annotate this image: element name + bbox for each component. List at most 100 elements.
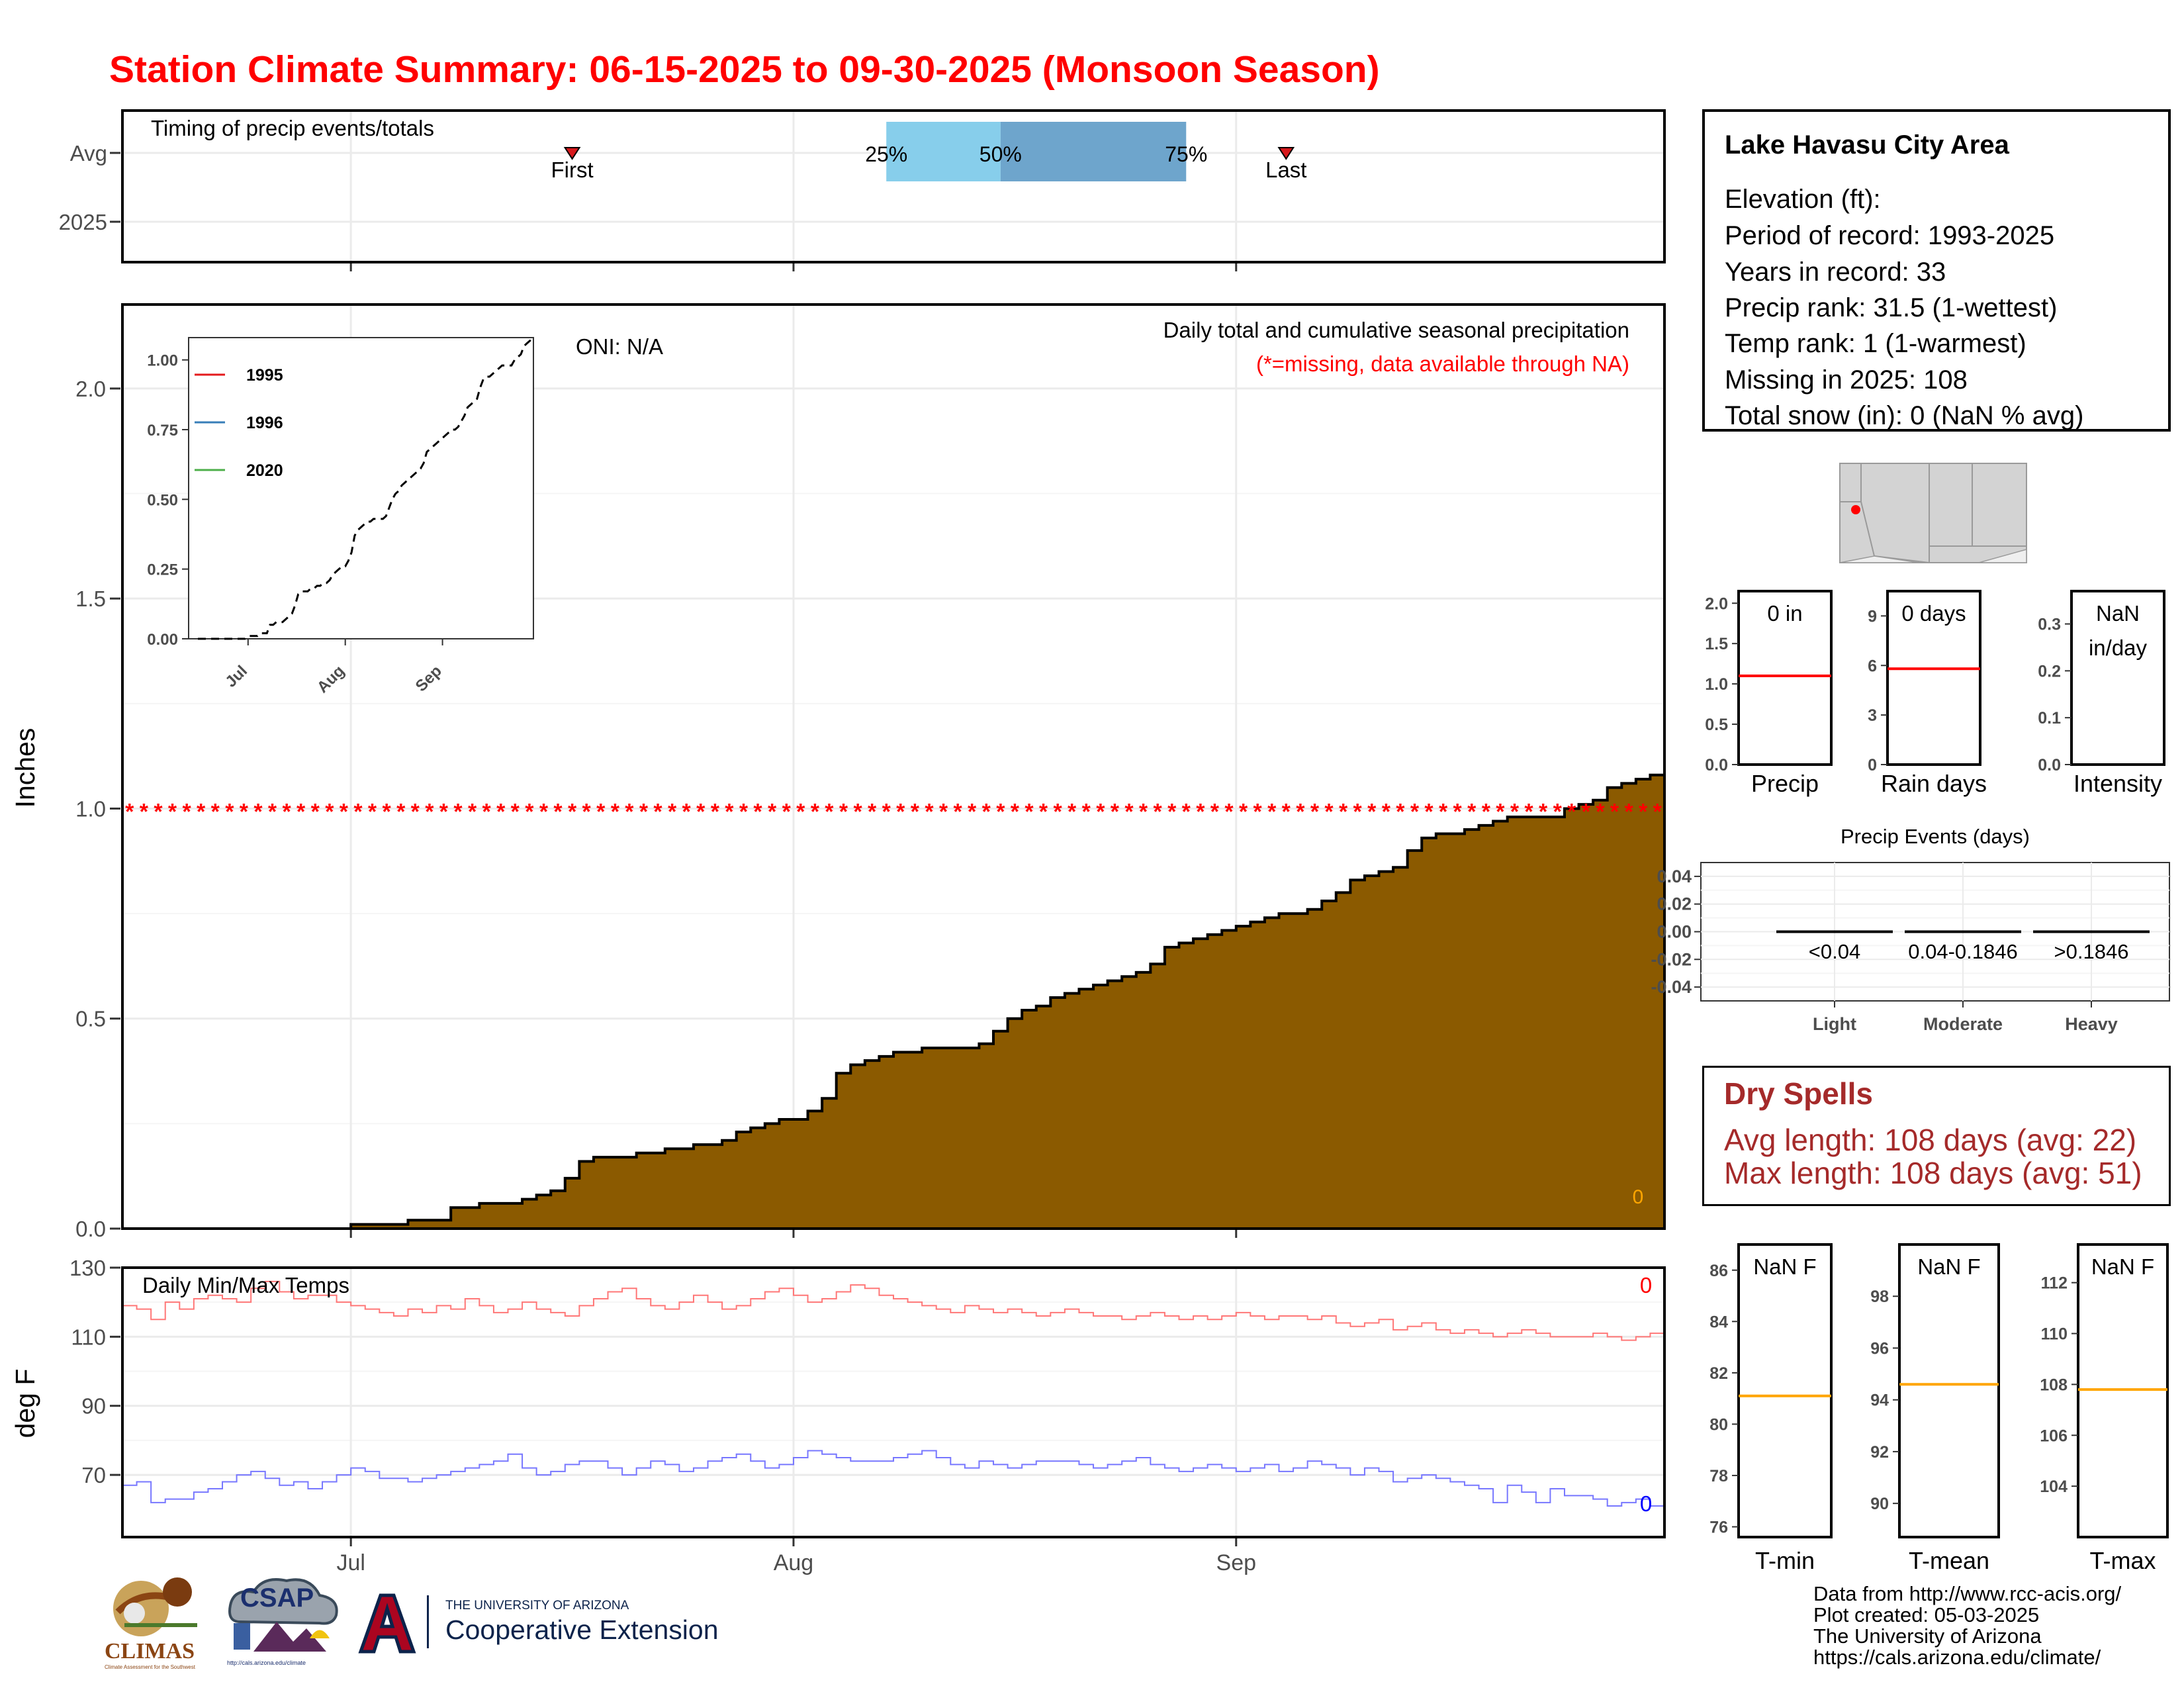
page-title: Station Climate Summary: 06-15-2025 to 0…	[109, 48, 1380, 91]
climas-logo-subtitle: Climate Assessment for the Southwest	[105, 1664, 195, 1670]
ua-extension-text: Cooperative Extension	[445, 1615, 719, 1645]
precip-subtitle: Daily total and cumulative seasonal prec…	[1163, 318, 1629, 342]
missing-marker: *	[1082, 799, 1091, 824]
temp-panel: Daily Min/Max Temps 0 0 70 90 110 130 Jul Aug Sep…	[10, 1256, 1666, 1575]
missing-marker: *	[1624, 799, 1633, 824]
timing-last-marker	[1277, 147, 1295, 160]
temp-panel-label: Daily Min/Max Temps	[142, 1273, 349, 1297]
timing-row-label: Avg	[70, 141, 107, 165]
missing-marker: *	[1267, 799, 1277, 824]
precip-events-title: Precip Events (days)	[1841, 825, 2030, 848]
missing-marker: *	[1053, 799, 1062, 824]
csap-logo-url: http://cals.arizona.edu/climate	[227, 1660, 306, 1666]
inset-legend-label: 2020	[246, 461, 283, 480]
missing-marker: *	[582, 799, 592, 824]
temp-bar-tmean-frame	[1898, 1243, 2000, 1538]
missing-marker: *	[553, 799, 563, 824]
precip-frame	[121, 303, 1666, 1230]
missing-marker: *	[768, 799, 777, 824]
mini-precip-ytick-label: 0.5	[1705, 716, 1728, 734]
missing-marker: *	[1424, 799, 1433, 824]
missing-marker: *	[882, 799, 891, 824]
missing-marker: *	[439, 799, 449, 824]
missing-marker: *	[1567, 799, 1576, 824]
mini-intensity-ytick-label: 0.1	[2038, 709, 2061, 727]
missing-marker: *	[596, 799, 606, 824]
missing-marker: *	[468, 799, 477, 824]
missing-marker: *	[696, 799, 705, 824]
missing-marker: *	[1296, 799, 1305, 824]
missing-marker: *	[1510, 799, 1520, 824]
mini-intensity-value: NaN	[2096, 601, 2140, 626]
station-name: Lake Havasu City Area	[1725, 130, 2009, 160]
inset-ytick-label: 0.75	[147, 422, 178, 440]
station-info-box: Lake Havasu City Area Elevation (ft): Pe…	[1702, 109, 2171, 432]
missing-marker: *	[753, 799, 762, 824]
tmin-count-label: 0	[1640, 1491, 1652, 1516]
inset-ytick-label: 0.25	[147, 561, 178, 579]
missing-marker: *	[1453, 799, 1463, 824]
precip-missing-note: (*=missing, data available through NA)	[1256, 352, 1629, 376]
info-snow: Total snow (in): 0 (NaN % avg)	[1725, 401, 2084, 430]
inset-cumulative-line	[198, 336, 534, 640]
missing-marker: *	[225, 799, 234, 824]
mini-precip-value: 0 in	[1767, 601, 1802, 626]
mini-raindays-label: Rain days	[1881, 770, 1987, 797]
ua-small-text: THE UNIVERSITY OF ARIZONA	[445, 1599, 629, 1613]
missing-marker: *	[125, 799, 134, 824]
temp-bar-tmax-value: NaN F	[2091, 1254, 2154, 1279]
mini-precip-ytick-label: 2.0	[1705, 594, 1728, 613]
temp-ytick-label: 90	[81, 1394, 106, 1419]
footer-plot-created: Plot created: 05-03-2025	[1813, 1603, 2040, 1626]
info-years: Years in record: 33	[1725, 258, 1946, 287]
timing-first-label: First	[551, 158, 594, 182]
university-of-arizona-logo: THE UNIVERSITY OF ARIZONA Cooperative Ex…	[354, 1592, 745, 1658]
missing-marker: *	[711, 799, 720, 824]
temp-frame	[121, 1266, 1666, 1538]
timing-frame	[121, 109, 1666, 263]
inset-legend-label: 1995	[246, 366, 283, 385]
missing-marker: *	[982, 799, 991, 824]
missing-marker: *	[868, 799, 877, 824]
events-category-label: Light	[1813, 1014, 1856, 1034]
footer-university: The University of Arizona	[1813, 1624, 2042, 1648]
mini-intensity-value: in/day	[2089, 635, 2148, 660]
mini-raindays-ytick-label: 3	[1868, 706, 1877, 725]
missing-marker: *	[925, 799, 934, 824]
missing-marker: *	[611, 799, 620, 824]
mini-precip-ytick-label: 1.5	[1705, 635, 1728, 653]
missing-marker: *	[1239, 799, 1248, 824]
info-period: Period of record: 1993-2025	[1725, 221, 2055, 250]
oni-label: ONI: N/A	[576, 334, 663, 359]
temp-ytick-label: 110	[71, 1325, 106, 1349]
x-axis-tick-label: Aug	[774, 1550, 814, 1575]
missing-marker: *	[396, 799, 406, 824]
missing-marker: *	[1139, 799, 1148, 824]
missing-marker: *	[939, 799, 948, 824]
timing-q75-label: 75%	[1165, 142, 1207, 166]
missing-marker: *	[539, 799, 549, 824]
missing-marker: *	[782, 799, 792, 824]
missing-marker: *	[1596, 799, 1605, 824]
missing-marker: *	[1124, 799, 1134, 824]
climas-logo-text: CLIMAS	[105, 1639, 195, 1664]
mini-precip-frame	[1737, 590, 1833, 766]
missing-marker: *	[311, 799, 320, 824]
mini-raindays-ytick-label: 6	[1868, 657, 1877, 675]
mini-intensity-ytick-label: 0.0	[2038, 756, 2061, 774]
inset-ytick-label: 0.50	[147, 491, 178, 509]
missing-marker: *	[1324, 799, 1334, 824]
missing-marker: *	[953, 799, 962, 824]
info-precip-rank: Precip rank: 31.5 (1-wettest)	[1725, 293, 2058, 322]
temp-ytick-label: 70	[81, 1463, 106, 1487]
map-background	[1839, 463, 2027, 563]
missing-marker: *	[496, 799, 506, 824]
missing-marker: *	[668, 799, 677, 824]
temp-bar-tmin-value: NaN F	[1753, 1254, 1816, 1279]
missing-marker: *	[1111, 799, 1120, 824]
temp-bar-tmean-ytick-label: 94	[1870, 1391, 1889, 1410]
dry-max-length: Max length: 108 days (avg: 51)	[1724, 1156, 2142, 1190]
events-ytick-label: 0.04	[1657, 867, 1692, 886]
